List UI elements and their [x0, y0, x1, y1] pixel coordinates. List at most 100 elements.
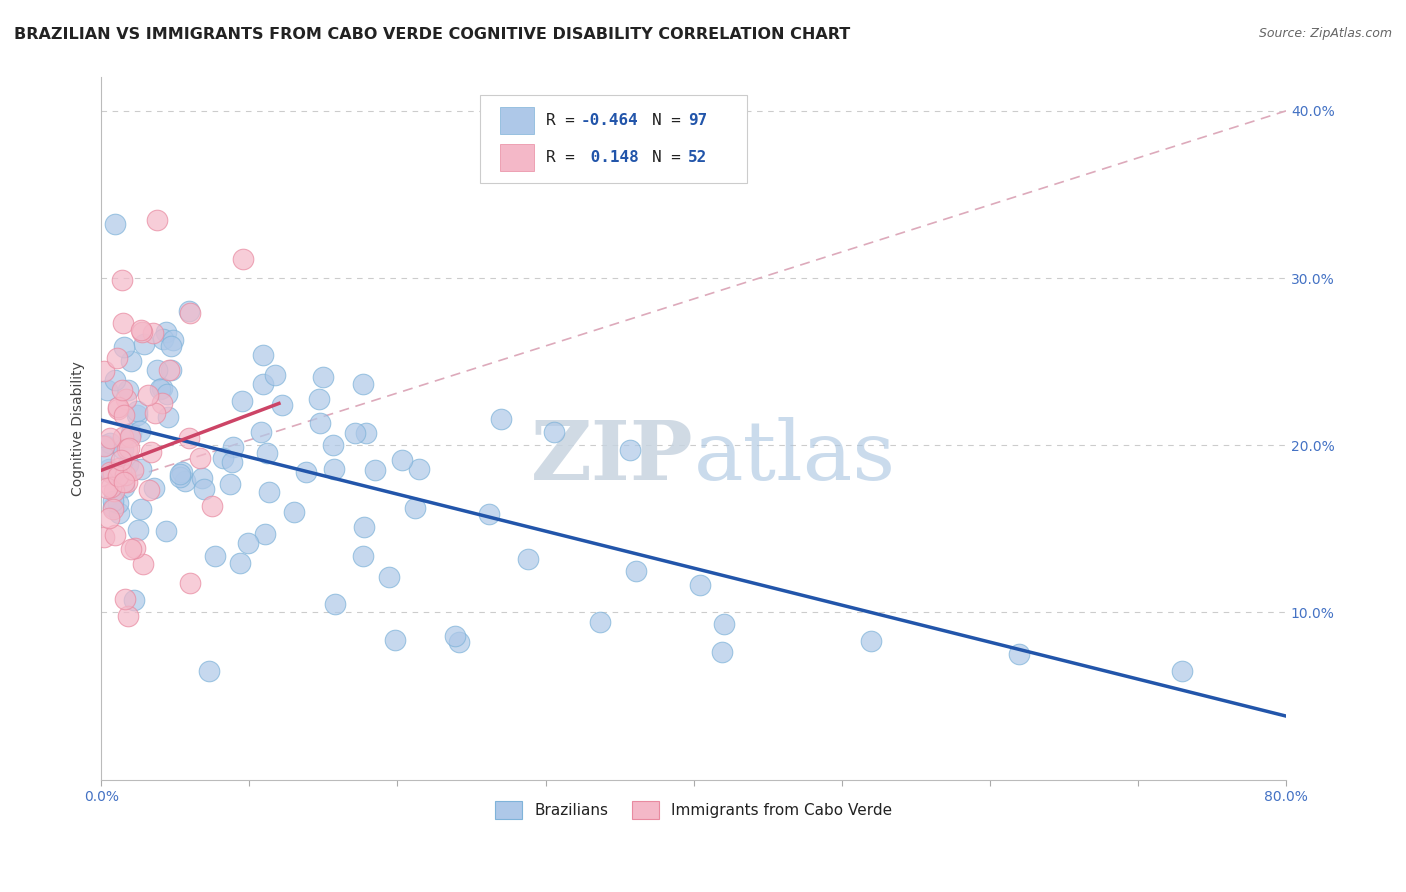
- Point: [344, 426, 367, 441]
- Point: [218, 477, 240, 491]
- Point: [100, 480, 122, 494]
- Point: [356, 426, 378, 441]
- Point: [713, 617, 735, 632]
- Point: [322, 462, 344, 476]
- Point: [104, 528, 127, 542]
- Point: [114, 467, 136, 482]
- Point: [363, 463, 385, 477]
- Point: [249, 425, 271, 439]
- Point: [114, 591, 136, 606]
- Point: [142, 326, 165, 340]
- Point: [155, 524, 177, 538]
- Point: [689, 578, 711, 592]
- Point: [384, 632, 406, 647]
- Point: [378, 569, 401, 583]
- Point: [221, 454, 243, 468]
- Text: 52: 52: [688, 150, 707, 165]
- Point: [98, 462, 121, 476]
- Point: [118, 430, 141, 444]
- Point: [478, 507, 501, 521]
- Point: [193, 482, 215, 496]
- Point: [222, 440, 245, 454]
- Point: [231, 252, 253, 267]
- Text: ZIP: ZIP: [531, 417, 693, 497]
- Point: [263, 368, 285, 383]
- Point: [149, 382, 172, 396]
- Point: [105, 351, 128, 365]
- Point: [353, 520, 375, 534]
- Point: [125, 409, 148, 423]
- Point: [1171, 664, 1194, 678]
- Point: [118, 441, 141, 455]
- Point: [129, 424, 152, 438]
- Point: [160, 339, 183, 353]
- Point: [141, 444, 163, 458]
- Point: [120, 426, 142, 441]
- Point: [253, 526, 276, 541]
- Point: [110, 273, 132, 287]
- Point: [150, 381, 173, 395]
- Point: [179, 576, 201, 591]
- Point: [108, 506, 131, 520]
- Point: [93, 530, 115, 544]
- Point: [120, 542, 142, 557]
- Point: [295, 465, 318, 479]
- Point: [211, 451, 233, 466]
- Point: [155, 325, 177, 339]
- Point: [259, 484, 281, 499]
- Point: [169, 467, 191, 481]
- Point: [138, 483, 160, 497]
- Point: [177, 303, 200, 318]
- Point: [94, 438, 117, 452]
- Legend: Brazilians, Immigrants from Cabo Verde: Brazilians, Immigrants from Cabo Verde: [489, 795, 898, 824]
- Y-axis label: Cognitive Disability: Cognitive Disability: [72, 361, 86, 496]
- Point: [146, 212, 169, 227]
- Point: [204, 549, 226, 563]
- Point: [177, 431, 200, 445]
- Point: [129, 462, 152, 476]
- Point: [157, 362, 180, 376]
- Point: [201, 500, 224, 514]
- Point: [145, 406, 167, 420]
- Point: [136, 388, 159, 402]
- Point: [127, 523, 149, 537]
- Point: [111, 383, 134, 397]
- Point: [101, 467, 124, 481]
- Point: [323, 597, 346, 611]
- Bar: [501, 145, 534, 171]
- Point: [860, 634, 883, 648]
- Point: [107, 496, 129, 510]
- Point: [152, 332, 174, 346]
- Point: [117, 384, 139, 398]
- Point: [150, 396, 173, 410]
- Point: [169, 470, 191, 484]
- Point: [173, 474, 195, 488]
- Text: -0.464: -0.464: [581, 112, 638, 128]
- Point: [404, 500, 426, 515]
- Point: [589, 615, 612, 630]
- Point: [162, 333, 184, 347]
- Text: R =: R =: [546, 112, 583, 128]
- Point: [447, 635, 470, 649]
- Point: [352, 549, 374, 564]
- Point: [117, 608, 139, 623]
- Text: 0.148: 0.148: [581, 150, 638, 165]
- Point: [107, 468, 129, 483]
- Point: [111, 430, 134, 444]
- Point: [101, 466, 124, 480]
- Point: [156, 409, 179, 424]
- Point: [188, 451, 211, 466]
- Point: [408, 462, 430, 476]
- Point: [198, 665, 221, 679]
- Point: [117, 457, 139, 471]
- Point: [443, 629, 465, 643]
- Point: [96, 481, 118, 495]
- Point: [93, 364, 115, 378]
- Point: [107, 401, 129, 415]
- Point: [129, 502, 152, 516]
- Point: [179, 306, 201, 320]
- FancyBboxPatch shape: [481, 95, 747, 183]
- Point: [322, 437, 344, 451]
- Point: [143, 481, 166, 495]
- Text: Source: ZipAtlas.com: Source: ZipAtlas.com: [1258, 27, 1392, 40]
